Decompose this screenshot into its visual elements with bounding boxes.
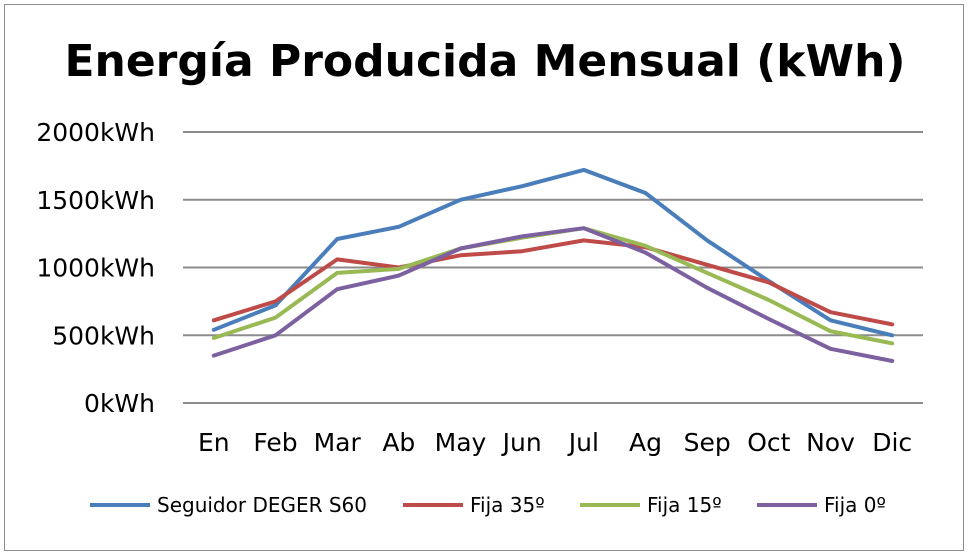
chart-frame (4, 4, 964, 551)
x-tick-label: Oct (747, 428, 790, 457)
series-line-1 (211, 238, 895, 327)
legend-label: Fija 15º (647, 493, 722, 517)
x-tick-label: Nov (806, 428, 855, 457)
x-tick-label: May (435, 428, 487, 457)
chart-title: Energía Producida Mensual (kWh) (64, 36, 906, 87)
y-axis-tick-labels: 0kWh 500kWh 1000kWh 1500kWh 2000kWh (36, 118, 155, 418)
legend-label: Seguidor DEGER S60 (157, 493, 367, 517)
y-tick-label: 0kWh (84, 389, 155, 418)
series-lines (211, 167, 895, 363)
x-tick-label: En (198, 428, 230, 457)
legend-label: Fija 35º (470, 493, 545, 517)
x-tick-label: Mar (314, 428, 362, 457)
gridlines (183, 131, 923, 404)
y-tick-label: 500kWh (52, 321, 155, 350)
x-tick-label: Sep (684, 428, 731, 457)
y-tick-label: 1500kWh (36, 186, 155, 215)
x-tick-label: Dic (872, 428, 912, 457)
legend: Seguidor DEGER S60 Fija 35º Fija 15º Fija 0… (90, 493, 886, 517)
x-axis-tick-labels: En Feb Mar Ab May Jun Jul Ag Sep Oct Nov Dic (198, 428, 912, 457)
legend-label: Fija 0º (824, 493, 886, 517)
x-tick-label: Ag (629, 428, 662, 457)
y-tick-label: 2000kWh (36, 118, 155, 147)
x-tick-label: Ab (382, 428, 415, 457)
x-tick-label: Jul (567, 428, 599, 457)
y-tick-label: 1000kWh (36, 254, 155, 283)
x-tick-label: Jun (501, 428, 542, 457)
series-line-3 (211, 226, 895, 363)
x-tick-label: Feb (253, 428, 297, 457)
